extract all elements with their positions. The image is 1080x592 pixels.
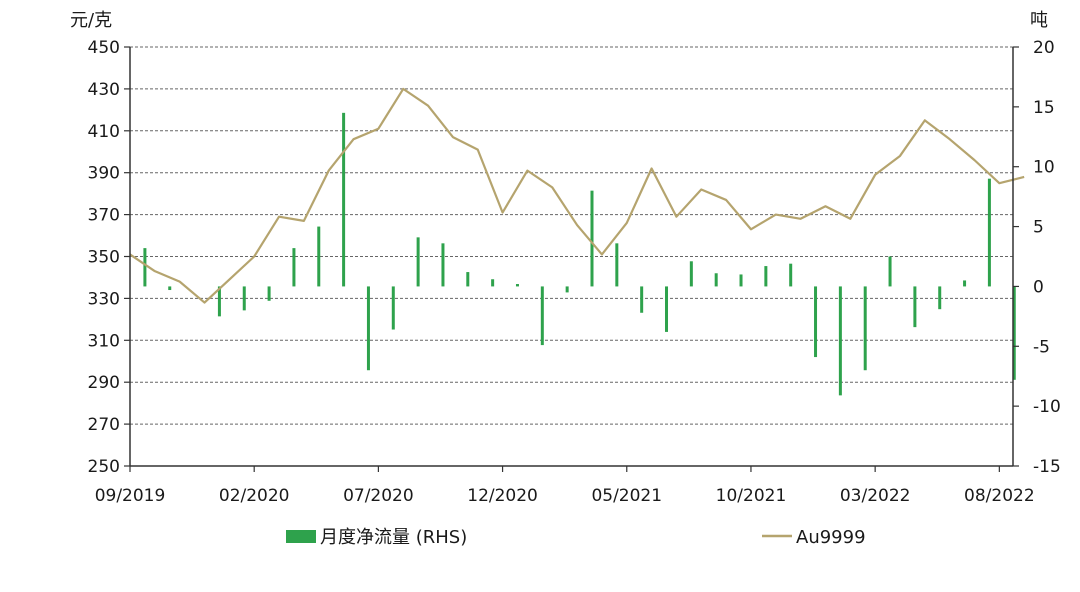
x-tick-label: 10/2021 [716, 486, 787, 506]
bar [565, 286, 569, 293]
left-tick-label: 410 [88, 122, 120, 142]
right-axis-unit: 吨 [1030, 10, 1048, 31]
left-tick-label: 430 [88, 80, 120, 100]
bar [714, 273, 718, 287]
left-tick-label: 370 [88, 206, 120, 226]
bar [665, 286, 669, 332]
bar [416, 237, 420, 287]
x-tick-label: 09/2019 [95, 486, 166, 506]
left-tick-label: 390 [88, 164, 120, 184]
legend-bar-label: 月度净流量 (RHS) [320, 527, 467, 548]
bar [913, 286, 917, 328]
legend: 月度净流量 (RHS) Au9999 [286, 527, 866, 548]
right-tick-label: 10 [1033, 158, 1055, 178]
bar [863, 286, 867, 371]
bar [764, 266, 768, 287]
grid-lines [130, 46, 1013, 425]
left-tick-label: 270 [88, 415, 120, 435]
bar [1012, 286, 1016, 380]
left-tick-label: 350 [88, 248, 120, 268]
bar [739, 274, 743, 287]
bar [242, 286, 246, 311]
bar [540, 286, 544, 346]
left-tick-label: 330 [88, 289, 120, 309]
right-tick-label: 5 [1033, 218, 1044, 238]
bar [466, 272, 470, 287]
bar [963, 280, 967, 287]
line-series [129, 87, 1025, 304]
bar [342, 112, 346, 287]
bar [689, 261, 693, 287]
right-tick-label: -15 [1033, 457, 1061, 477]
axes: 250 270 290 310 330 350 370 390 410 430 450 -15 -10 -… [88, 38, 1061, 506]
bar [317, 226, 321, 287]
bar [515, 284, 519, 287]
legend-bar-swatch [286, 530, 316, 543]
left-tick-label: 450 [88, 38, 120, 58]
bar [143, 248, 147, 287]
x-tick-label: 12/2020 [467, 486, 538, 506]
left-axis-unit: 元/克 [70, 10, 112, 31]
bar [789, 263, 793, 287]
bar [838, 286, 842, 396]
x-tick-label: 07/2020 [343, 486, 414, 506]
bar [590, 190, 594, 287]
right-tick-label: -5 [1033, 337, 1050, 357]
bar [168, 286, 172, 291]
legend-line-label: Au9999 [796, 527, 866, 548]
bar [491, 279, 495, 287]
bar [640, 286, 644, 313]
right-tick-label: 15 [1033, 98, 1055, 118]
bar [391, 286, 395, 330]
left-tick-label: 250 [88, 457, 120, 477]
bar [938, 286, 942, 310]
right-tick-label: -10 [1033, 397, 1061, 417]
bar [888, 256, 892, 287]
bar [987, 178, 991, 287]
bar [814, 286, 818, 358]
right-tick-label: 20 [1033, 38, 1055, 58]
bar [615, 243, 619, 287]
x-tick-label: 02/2020 [219, 486, 290, 506]
bar [366, 286, 370, 371]
right-tick-label: 0 [1033, 277, 1044, 297]
bar [267, 286, 271, 301]
left-tick-label: 290 [88, 373, 120, 393]
bar [292, 248, 296, 287]
bar-series [143, 112, 1016, 396]
x-tick-label: 03/2022 [840, 486, 911, 506]
bar [217, 286, 221, 317]
left-tick-label: 310 [88, 331, 120, 351]
bar [441, 243, 445, 287]
au9999-line [129, 87, 1025, 304]
x-tick-label: 05/2021 [591, 486, 662, 506]
x-tick-label: 08/2022 [964, 486, 1035, 506]
